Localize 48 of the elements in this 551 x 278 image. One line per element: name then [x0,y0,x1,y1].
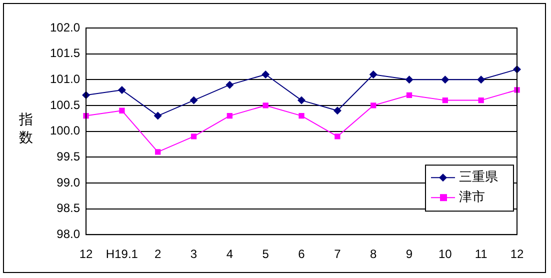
legend-label: 三重県 [459,169,498,184]
point [334,134,340,140]
point [262,102,268,108]
y-tick-label: 98.0 [56,226,80,241]
y-tick-label: 99.5 [56,149,80,164]
y-tick-label: 101.0 [50,72,80,86]
point [441,76,450,84]
x-tick-label: 12 [510,247,524,262]
point [405,76,414,84]
point [406,92,412,98]
point [442,97,448,104]
point [369,70,378,78]
point [370,102,376,108]
x-tick-label: 2 [154,247,162,262]
point [190,134,197,140]
y-tick-label: 101.5 [50,46,80,60]
x-tick-label: 7 [334,247,342,262]
y-tick-label: 98.5 [56,201,80,216]
x-tick-label: 9 [406,247,413,262]
point [333,106,342,115]
y-axis-title: 指数 [18,110,34,146]
legend-label: 津市 [459,189,485,204]
x-tick-label: 4 [226,247,234,262]
x-tick-label: 3 [190,247,198,262]
point [262,70,270,78]
point [514,87,520,93]
point [190,96,198,104]
point [477,76,486,84]
point [298,112,304,119]
point [478,97,484,104]
x-tick-label: 12 [79,247,94,262]
point [118,86,126,94]
x-tick-label: 5 [262,247,270,262]
x-tick-label: 10 [438,247,452,262]
x-tick-label: 11 [474,247,488,262]
y-tick-label: 102.0 [50,20,80,34]
y-tick-label: 99.0 [56,175,80,190]
y-tick-label: 100.5 [50,98,80,112]
x-tick-label: H19.1 [106,247,138,262]
point [119,108,125,114]
point [154,112,162,120]
point [226,80,234,89]
x-tick-label: 8 [370,247,377,262]
point [226,112,233,119]
point [298,96,306,104]
point [155,149,161,155]
x-tick-label: 6 [298,247,306,262]
y-tick-label: 100.0 [50,124,80,138]
